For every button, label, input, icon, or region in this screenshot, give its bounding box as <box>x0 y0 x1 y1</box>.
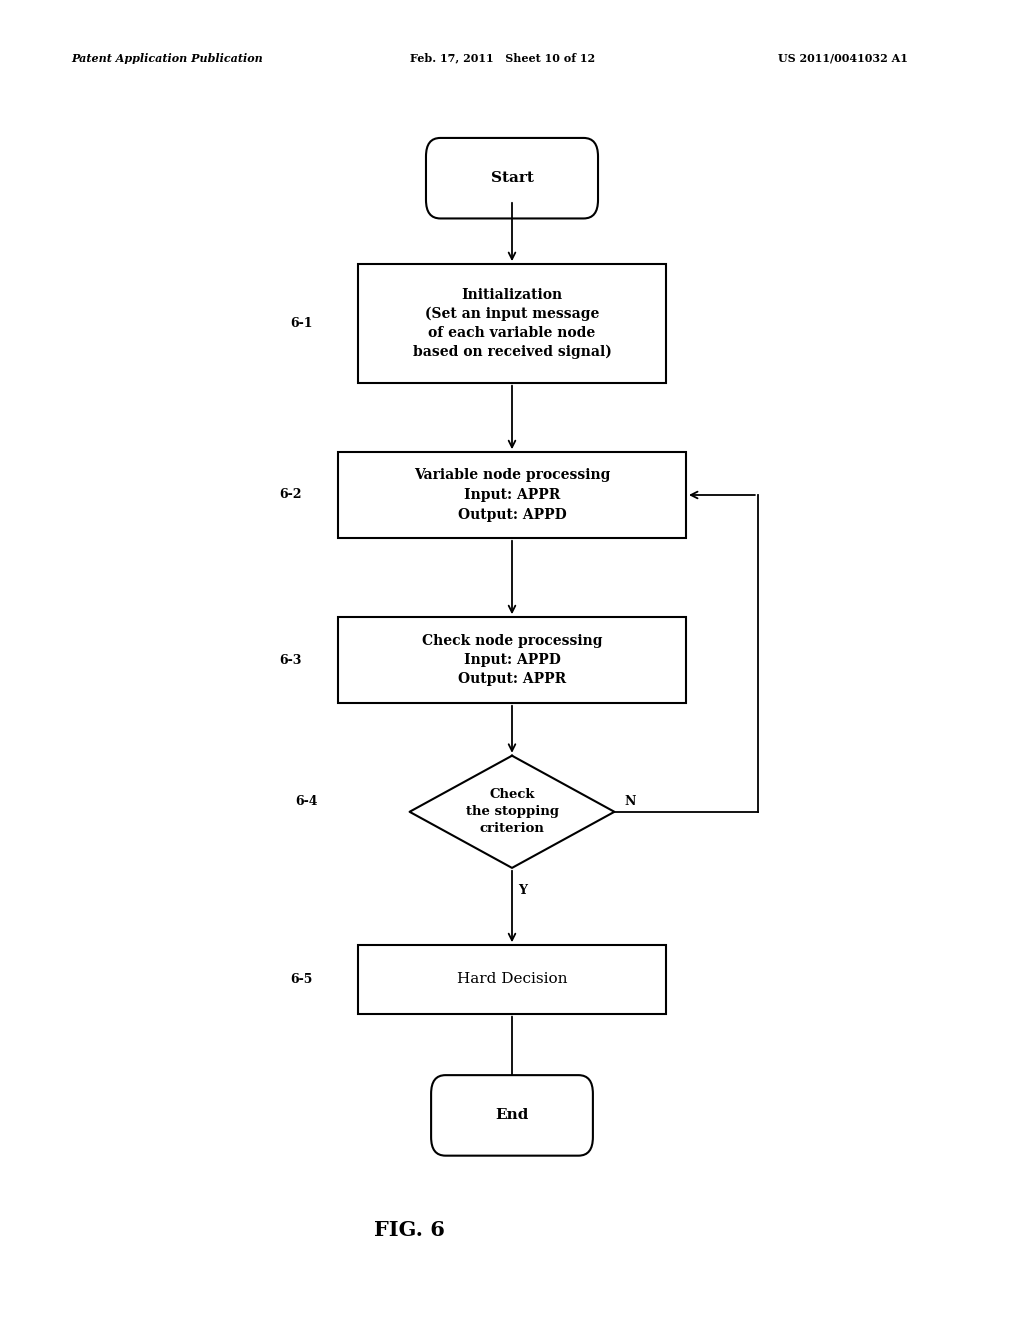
Text: 6-1: 6-1 <box>290 317 312 330</box>
Text: Check node processing
Input: APPD
Output: APPR: Check node processing Input: APPD Output… <box>422 634 602 686</box>
Text: Y: Y <box>518 884 526 896</box>
FancyBboxPatch shape <box>426 139 598 218</box>
Text: Start: Start <box>490 172 534 185</box>
Text: 6-4: 6-4 <box>295 795 317 808</box>
Text: Patent Application Publication: Patent Application Publication <box>72 53 263 63</box>
Text: 6-2: 6-2 <box>280 488 302 502</box>
Bar <box>338 618 686 702</box>
Text: Initialization
(Set an input message
of each variable node
based on received sig: Initialization (Set an input message of … <box>413 288 611 359</box>
Polygon shape <box>410 755 614 869</box>
Bar <box>338 451 686 539</box>
Text: 6-3: 6-3 <box>280 653 302 667</box>
Text: Check
the stopping
criterion: Check the stopping criterion <box>466 788 558 836</box>
Text: FIG. 6: FIG. 6 <box>374 1220 445 1241</box>
Bar <box>358 264 666 383</box>
Text: 6-5: 6-5 <box>290 973 312 986</box>
Text: Variable node processing
Input: APPR
Output: APPD: Variable node processing Input: APPR Out… <box>414 469 610 521</box>
Text: Hard Decision: Hard Decision <box>457 973 567 986</box>
Text: Feb. 17, 2011   Sheet 10 of 12: Feb. 17, 2011 Sheet 10 of 12 <box>410 53 595 63</box>
FancyBboxPatch shape <box>431 1074 593 1156</box>
Text: N: N <box>625 795 636 808</box>
Text: US 2011/0041032 A1: US 2011/0041032 A1 <box>778 53 908 63</box>
Text: End: End <box>496 1109 528 1122</box>
Bar <box>358 945 666 1014</box>
